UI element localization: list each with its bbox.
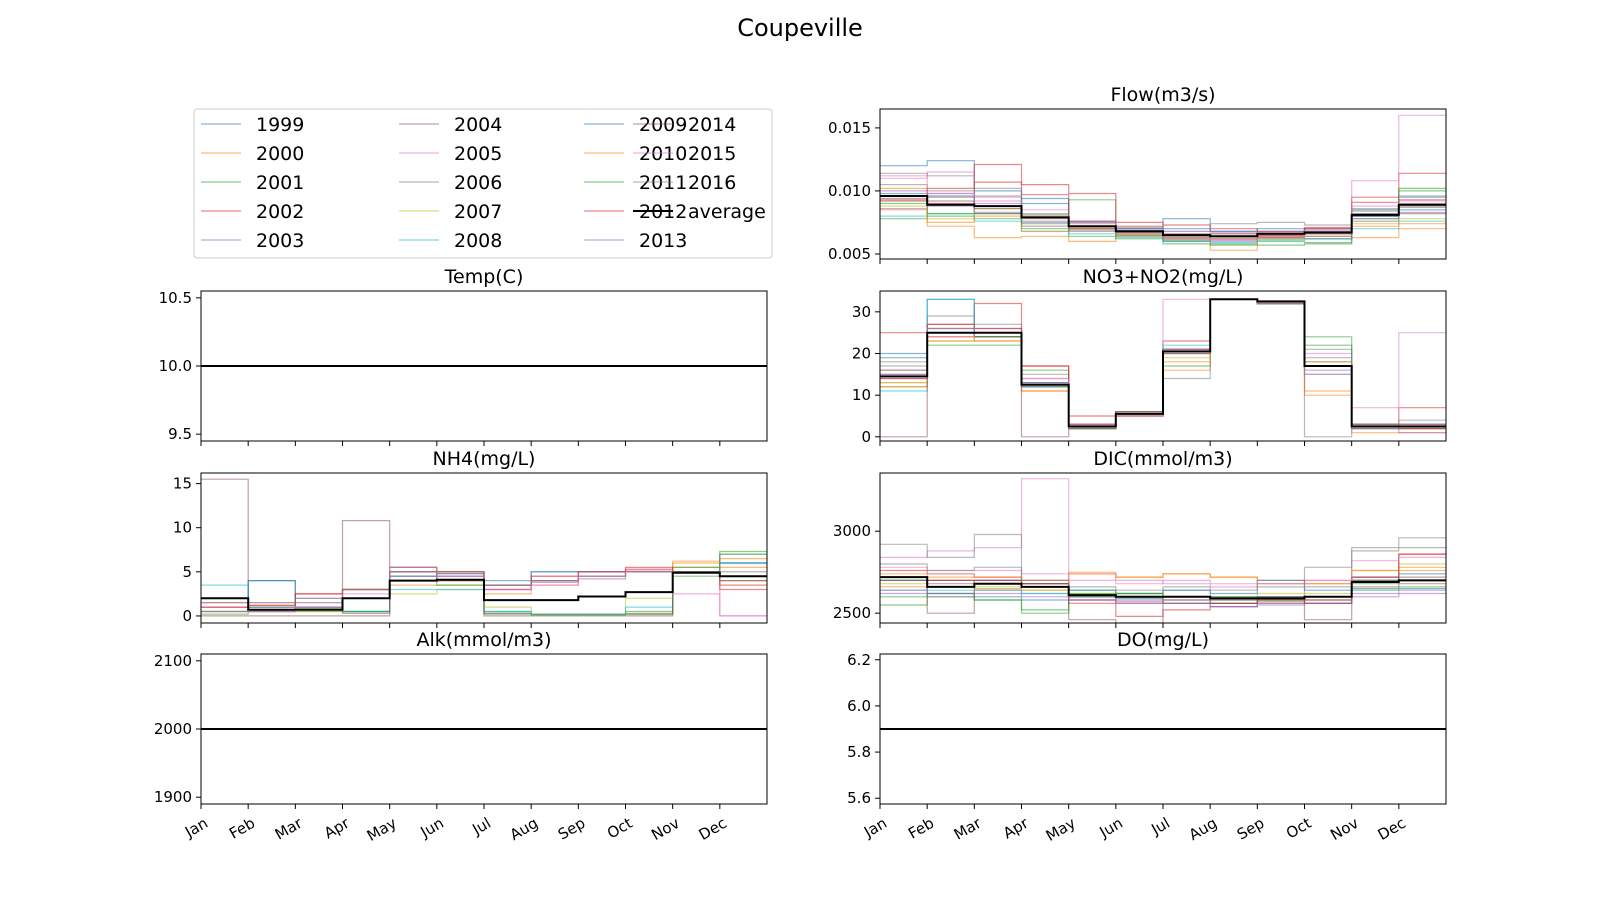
series-lines: [201, 478, 767, 617]
legend-label: 2002: [256, 201, 304, 223]
legend-entry-2014: 2014: [633, 114, 736, 136]
y-tick-label: 10: [173, 519, 192, 537]
y-tick-label: 9.5: [168, 425, 192, 443]
series-line-average: [880, 195, 1446, 238]
legend-entry-2001: 2001: [201, 172, 304, 194]
series-line-2004: [880, 579, 1446, 623]
legend-entry-2016: 2016: [633, 172, 736, 194]
legend-entry-2000: 2000: [201, 143, 304, 165]
subplot-title: DIC(mmol/m3): [1093, 448, 1232, 470]
y-tick-label: 0.015: [828, 119, 871, 137]
subplot-dic-mmol-m3: DIC(mmol/m3) 2500 3000: [833, 448, 1447, 628]
y-tick-label: 0: [861, 428, 871, 446]
legend-entry-2003: 2003: [201, 230, 304, 252]
series-lines: [880, 298, 1446, 438]
y-tick-label: 30: [852, 303, 871, 321]
legend-label: average: [688, 201, 766, 223]
legend-entry-2010: 2010: [584, 143, 687, 165]
series-line-average: [880, 576, 1446, 600]
y-tick-label: 10: [852, 386, 871, 404]
y-tick-label: 10.5: [159, 289, 192, 307]
legend-label: 2010: [639, 143, 687, 165]
legend-entry-2008: 2008: [399, 230, 502, 252]
y-tick-label: 5: [182, 563, 192, 581]
y-tick-label: 6.0: [847, 697, 871, 715]
y-tick-label: 10.0: [159, 357, 192, 375]
subplot-title: NH4(mg/L): [433, 448, 536, 470]
y-tick-label: 15: [173, 475, 192, 493]
y-tick-label: 0: [182, 607, 192, 625]
legend: 1999 2000 2001 2002 2003 2004 2005 2006 2007 2008…: [193, 108, 773, 259]
legend-entry-2004: 2004: [399, 114, 502, 136]
subplot-title: NO3+NO2(mg/L): [1083, 266, 1244, 288]
y-tick-label: 0.005: [828, 245, 871, 263]
legend-box: [193, 108, 773, 259]
series-line-2015: [880, 556, 1446, 585]
legend-label: 2003: [256, 230, 304, 252]
legend-entry-average: average: [633, 201, 766, 223]
y-tick-label: 5.8: [847, 743, 871, 761]
y-tick-label: 2100: [154, 652, 192, 670]
legend-entry-2002: 2002: [201, 201, 304, 223]
subplot-temp-c: Temp(C) 9.5 10.0 10.5: [159, 266, 768, 446]
legend-label: 2014: [688, 114, 736, 136]
subplot-title: Temp(C): [444, 266, 524, 288]
legend-label: 2005: [454, 143, 502, 165]
legend-entry-2006: 2006: [399, 172, 502, 194]
legend-entry-2005: 2005: [399, 143, 502, 165]
subplot-title: Flow(m3/s): [1110, 84, 1215, 106]
legend-label: 2006: [454, 172, 502, 194]
y-tick-label: 2000: [154, 720, 192, 738]
legend-entry-2007: 2007: [399, 201, 502, 223]
y-tick-label: 3000: [833, 522, 871, 540]
legend-entry-2011: 2011: [584, 172, 687, 194]
legend-label: 2013: [639, 230, 687, 252]
y-tick-label: 6.2: [847, 651, 871, 669]
y-tick-label: 1900: [154, 788, 192, 806]
legend-label: 2007: [454, 201, 502, 223]
legend-entry-2015: 2015: [633, 143, 736, 165]
legend-label: 2009: [639, 114, 687, 136]
series-lines: [880, 114, 1446, 251]
legend-label: 2011: [639, 172, 687, 194]
series-lines: [880, 478, 1446, 623]
subplot-no3-no2-mg-l: NO3+NO2(mg/L) 0 10 20 30: [852, 266, 1447, 446]
subplots: Temp(C) 9.5 10.0 10.5 Flow(m3/s) 0.005 0.010 0.…: [154, 84, 1447, 845]
legend-label: 2015: [688, 143, 736, 165]
series-line-average: [880, 298, 1446, 428]
subplot-flow-m3-s: Flow(m3/s) 0.005 0.010 0.015: [828, 84, 1447, 264]
legend-label: 2004: [454, 114, 502, 136]
series-line-average: [201, 571, 767, 611]
legend-entry-2009: 2009: [584, 114, 687, 136]
y-tick-label: 20: [852, 345, 871, 363]
y-tick-label: 5.6: [847, 789, 871, 807]
legend-label: 2001: [256, 172, 304, 194]
subplot-nh4-mg-l: NH4(mg/L) 0 5 10 15: [173, 448, 768, 628]
series-line-2015: [880, 298, 1446, 425]
subplot-title: DO(mg/L): [1117, 629, 1209, 651]
legend-label: 1999: [256, 114, 304, 136]
legend-label: 2016: [688, 172, 736, 194]
legend-label: 2008: [454, 230, 502, 252]
legend-label: 2000: [256, 143, 304, 165]
legend-entry-1999: 1999: [201, 114, 304, 136]
y-tick-label: 0.010: [828, 182, 871, 200]
legend-entry-2013: 2013: [584, 230, 687, 252]
figure-title: Coupeville: [737, 14, 863, 42]
series-line-2016: [880, 547, 1446, 591]
subplot-title: Alk(mmol/m3): [416, 629, 551, 651]
y-tick-label: 2500: [833, 604, 871, 622]
